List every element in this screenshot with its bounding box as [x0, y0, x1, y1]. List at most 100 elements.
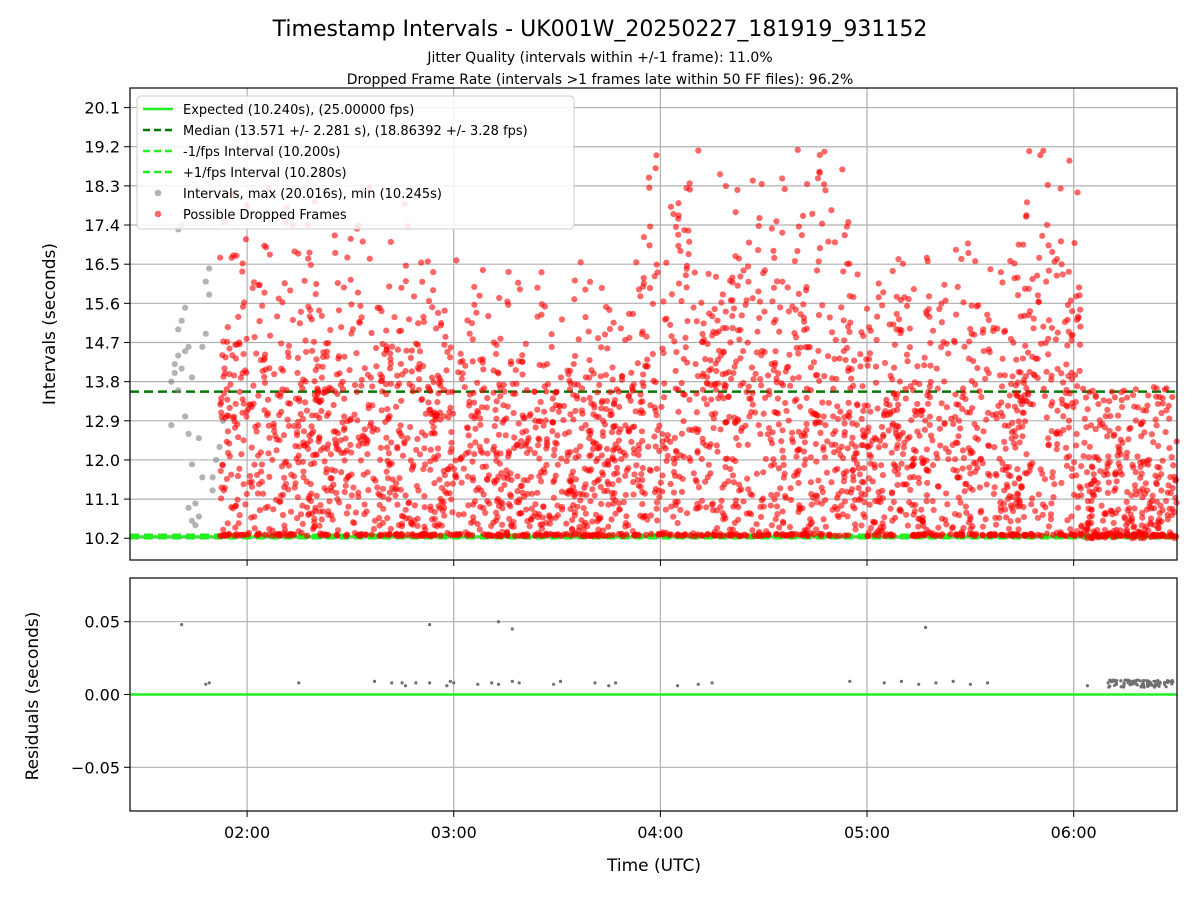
dropped-frame-point-27 — [402, 506, 409, 513]
dropped-frame-point-2938 — [1052, 336, 1059, 343]
dropped-frame-point-1830 — [737, 382, 744, 389]
dropped-frame-point-2347 — [908, 417, 915, 424]
dropped-frame-point-2537 — [873, 336, 880, 344]
dropped-frame-point-3235 — [1148, 431, 1155, 438]
dropped-frame-point-1173 — [457, 350, 464, 357]
dropped-frame-point-2618 — [933, 365, 940, 372]
dropped-frame-point-2967 — [1045, 351, 1052, 358]
dropped-frame-point-2393 — [906, 325, 913, 332]
dropped-frame-point-1666 — [682, 334, 689, 341]
dropped-frame-point-2154 — [760, 410, 767, 417]
dropped-frame-point-1980 — [712, 410, 719, 417]
bottom-y-label: Residuals (seconds) — [23, 612, 43, 781]
dropped-frame-point-1928 — [731, 414, 738, 421]
dropped-frame-point-921 — [483, 437, 490, 444]
dropped-frame-point-2381 — [1003, 514, 1010, 521]
dropped-frame-point-2492 — [1015, 418, 1022, 425]
dropped-frame-point-92 — [383, 434, 390, 441]
dropped-frame-point-240 — [306, 313, 313, 320]
dropped-frame-point-2410 — [983, 481, 990, 488]
dropped-frame-point-1490 — [493, 532, 500, 539]
dropped-frame-point-2765 — [998, 399, 1005, 406]
dropped-frame-point-1308 — [541, 383, 548, 390]
dropped-frame-point-131 — [320, 349, 327, 356]
dropped-frame-point-2236 — [765, 531, 772, 538]
dropped-frame-point-493 — [334, 430, 342, 437]
dropped-frame-point-971 — [630, 491, 637, 498]
dropped-frame-point-2132 — [694, 372, 702, 380]
dropped-frame-point-214 — [387, 238, 394, 246]
dropped-frame-point-2980 — [1065, 268, 1072, 275]
dropped-frame-point-2772 — [874, 498, 882, 505]
dropped-frame-point-327 — [257, 356, 265, 364]
dropped-frame-point-3273 — [1132, 386, 1139, 393]
dropped-frame-point-2114 — [777, 304, 784, 311]
dropped-frame-point-2971 — [1020, 503, 1027, 511]
dropped-frame-point-2655 — [860, 465, 867, 472]
dropped-frame-point-1022 — [602, 405, 610, 413]
dropped-frame-point-1758 — [784, 284, 791, 291]
dropped-frame-point-2085 — [729, 297, 736, 304]
dropped-frame-point-1325 — [580, 504, 587, 512]
dropped-frame-point-269 — [394, 501, 401, 508]
dropped-frame-point-56 — [358, 376, 365, 383]
dropped-frame-point-182 — [419, 278, 426, 285]
dropped-frame-point-690 — [397, 486, 404, 493]
dropped-frame-point-2913 — [1058, 261, 1065, 268]
dropped-frame-point-2246 — [804, 532, 811, 540]
dropped-frame-point-848 — [480, 366, 487, 373]
dropped-frame-point-2907 — [1064, 316, 1071, 323]
dropped-frame-point-1512 — [504, 532, 511, 539]
dropped-frame-point-2900 — [1049, 474, 1056, 481]
dropped-frame-point-2570 — [925, 293, 933, 300]
dropped-frame-point-518 — [428, 430, 435, 437]
dropped-frame-point-1220 — [630, 446, 638, 453]
dropped-frame-point-671 — [321, 458, 328, 465]
dropped-frame-point-609 — [234, 421, 241, 428]
dropped-frame-point-630 — [376, 522, 383, 529]
dropped-frame-point-3414 — [1136, 531, 1143, 538]
dropped-frame-point-2321 — [954, 283, 961, 291]
dropped-frame-point-2047 — [816, 245, 824, 252]
dropped-frame-point-979 — [586, 278, 594, 286]
dropped-frame-point-2277 — [899, 450, 907, 458]
dropped-frame-point-1306 — [558, 316, 566, 323]
dropped-frame-point-3246 — [1095, 456, 1102, 463]
dropped-frame-point-407 — [382, 381, 390, 388]
dropped-frame-point-1497 — [536, 531, 544, 538]
dropped-frame-point-2839 — [979, 531, 986, 538]
dropped-frame-point-907 — [540, 422, 547, 429]
dropped-frame-point-2672 — [936, 305, 943, 313]
residual-cluster-point-86 — [1154, 683, 1158, 688]
dropped-frame-point-1209 — [588, 367, 595, 374]
dropped-frame-point-503 — [218, 484, 225, 491]
dropped-frame-point-2776 — [867, 460, 874, 467]
dropped-frame-point-626 — [341, 457, 348, 464]
dropped-frame-point-2133 — [750, 376, 757, 383]
dropped-frame-point-2787 — [860, 433, 868, 441]
dropped-frame-point-1902 — [781, 186, 788, 193]
dropped-frame-point-3248 — [1124, 488, 1131, 496]
dropped-frame-point-2134 — [782, 494, 790, 502]
dropped-frame-point-2666 — [985, 316, 992, 324]
bottom-ytick-label-1: 0.00 — [84, 686, 120, 705]
dropped-frame-point-2541 — [1006, 392, 1013, 399]
residual-point-1 — [428, 623, 432, 627]
dropped-frame-point-3105 — [1137, 463, 1144, 470]
dropped-frame-point-3352 — [1130, 524, 1137, 531]
dropped-frame-point-306 — [280, 432, 288, 439]
dropped-frame-point-2233 — [760, 532, 767, 539]
dropped-frame-point-348 — [387, 380, 395, 387]
dropped-frame-point-1166 — [511, 434, 518, 441]
dropped-frame-point-3340 — [1137, 488, 1144, 495]
dropped-frame-point-745 — [283, 532, 290, 539]
dropped-frame-point-639 — [389, 343, 396, 350]
dropped-frame-point-3339 — [1117, 451, 1125, 458]
gray-point-27 — [213, 456, 220, 464]
dropped-frame-point-1118 — [536, 436, 543, 443]
dropped-frame-point-666 — [310, 428, 317, 435]
dropped-frame-point-3041 — [1022, 397, 1029, 404]
dropped-frame-point-2474 — [999, 460, 1006, 467]
dropped-frame-point-165 — [384, 405, 391, 413]
dropped-frame-point-2226 — [773, 530, 781, 538]
